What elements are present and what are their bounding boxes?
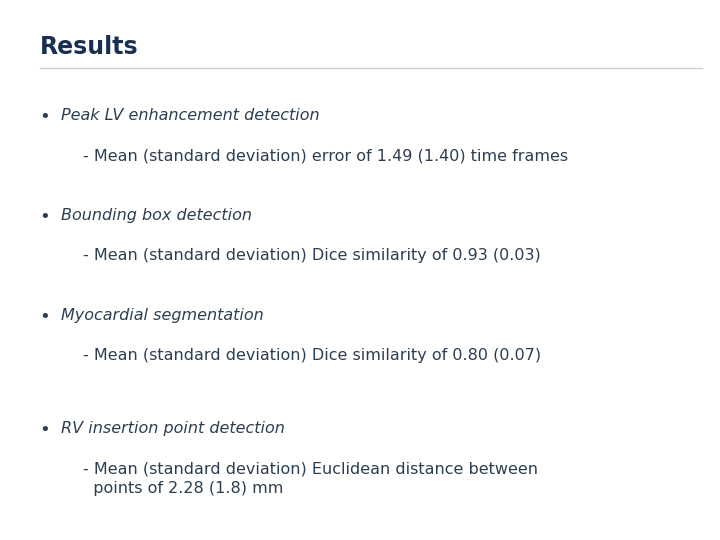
Text: - Mean (standard deviation) Euclidean distance between
  points of 2.28 (1.8) mm: - Mean (standard deviation) Euclidean di… (83, 462, 538, 496)
Text: •: • (40, 208, 50, 226)
Text: •: • (40, 421, 50, 439)
Text: - Mean (standard deviation) Dice similarity of 0.93 (0.03): - Mean (standard deviation) Dice similar… (83, 248, 541, 264)
Text: Results: Results (40, 35, 138, 59)
Text: Peak LV enhancement detection: Peak LV enhancement detection (61, 108, 320, 123)
Text: - Mean (standard deviation) error of 1.49 (1.40) time frames: - Mean (standard deviation) error of 1.4… (83, 148, 568, 164)
Text: Myocardial segmentation: Myocardial segmentation (61, 308, 264, 323)
Text: - Mean (standard deviation) Dice similarity of 0.80 (0.07): - Mean (standard deviation) Dice similar… (83, 348, 541, 363)
Text: Bounding box detection: Bounding box detection (61, 208, 252, 223)
Text: •: • (40, 308, 50, 326)
Text: •: • (40, 108, 50, 126)
Text: RV insertion point detection: RV insertion point detection (61, 421, 285, 436)
